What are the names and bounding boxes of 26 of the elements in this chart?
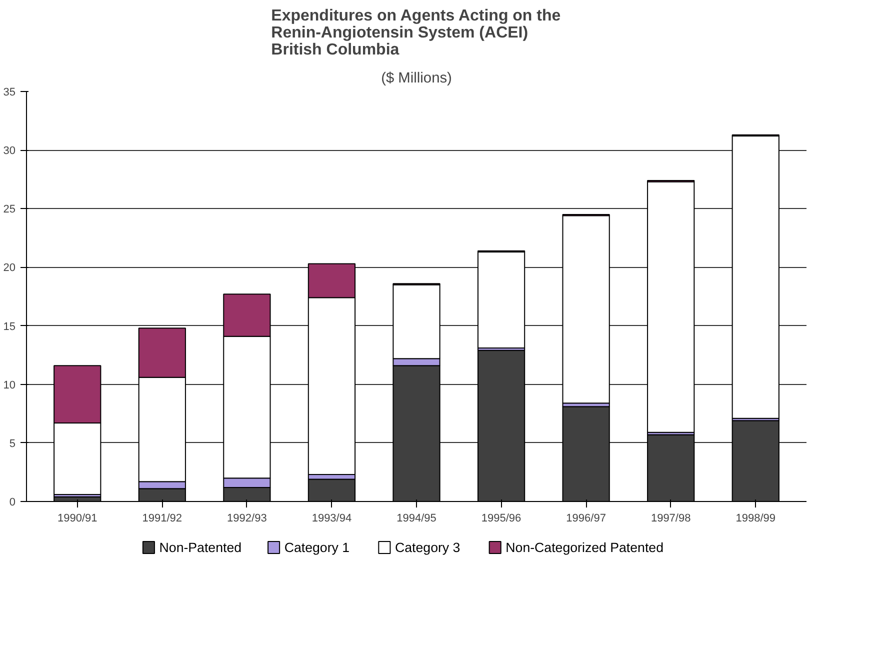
x-tick-label: 1998/99	[736, 512, 776, 524]
legend-label: Non-Patented	[159, 540, 242, 555]
bar	[477, 251, 526, 349]
legend-label: Category 1	[284, 540, 350, 555]
y-tick-label: 25	[3, 204, 16, 216]
x-tick-label: 1993/94	[312, 512, 352, 524]
x-tick-label: 1991/92	[142, 512, 182, 524]
y-tick-label: 5	[9, 438, 16, 450]
y-tick-label: 10	[3, 379, 16, 392]
x-tick-label: 1997/98	[650, 512, 691, 524]
x-tick-label: 1990/91	[57, 512, 98, 524]
y-tick-label: 35	[3, 86, 16, 98]
chart-title: Expenditures on Agents Acting on the Renin-Angiotensin System (ACEI) British Columbia	[271, 8, 561, 58]
x-tick-label: 1996/97	[566, 512, 606, 524]
y-tick-label: 15	[3, 320, 16, 333]
legend-label: Non-Categorized Patented	[506, 540, 664, 555]
chart-subtitle: ($ Millions)	[381, 70, 452, 86]
x-tick-label: 1995/96	[481, 512, 522, 524]
legend-label: Category 3	[395, 540, 460, 555]
bar	[562, 215, 610, 404]
y-tick-label: 0	[9, 496, 16, 508]
x-tick-label: 1994/95	[396, 512, 436, 524]
x-tick-label: 1992/93	[227, 512, 267, 524]
y-tick-label: 30	[3, 145, 16, 158]
y-tick-label: 20	[3, 262, 16, 274]
bar	[647, 181, 695, 433]
